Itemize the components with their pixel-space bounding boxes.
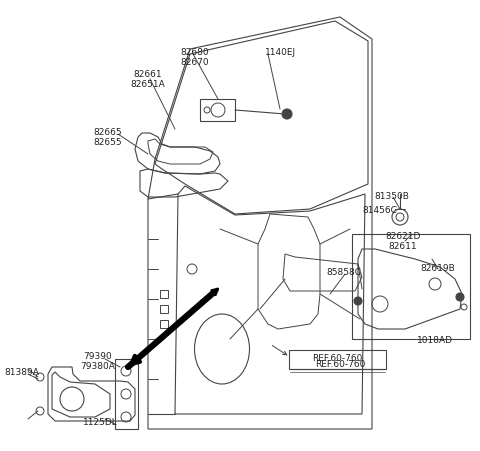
Text: REF.60-760: REF.60-760 xyxy=(312,353,362,362)
Text: 79390
79380A: 79390 79380A xyxy=(81,351,115,371)
Text: 81456C: 81456C xyxy=(362,206,397,215)
Circle shape xyxy=(282,110,292,120)
Text: 1018AD: 1018AD xyxy=(417,335,453,344)
Circle shape xyxy=(456,293,464,301)
Circle shape xyxy=(354,297,362,305)
Text: 82619B: 82619B xyxy=(420,263,456,272)
Text: 1125DL: 1125DL xyxy=(83,417,118,426)
Text: 82665
82655: 82665 82655 xyxy=(94,128,122,147)
Text: 85858C: 85858C xyxy=(326,267,361,276)
Text: 82680
82670: 82680 82670 xyxy=(180,48,209,67)
Text: 81350B: 81350B xyxy=(374,192,409,201)
Text: REF.60-760: REF.60-760 xyxy=(315,359,365,368)
Text: 82621D
82611: 82621D 82611 xyxy=(385,231,420,251)
Text: 1140EJ: 1140EJ xyxy=(265,48,296,57)
Text: 82661
82651A: 82661 82651A xyxy=(131,70,166,89)
Text: 81389A: 81389A xyxy=(5,367,39,376)
